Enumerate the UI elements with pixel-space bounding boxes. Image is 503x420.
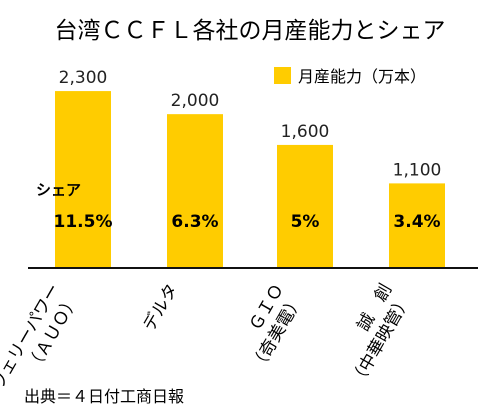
value-label-4: 1,100: [393, 160, 442, 180]
category-label-2: デルタ: [139, 280, 183, 335]
share-value-2: 6.3%: [171, 212, 218, 232]
share-value-1: 11.5%: [54, 212, 113, 232]
category-label-line: デルタ: [139, 280, 183, 335]
bar-3: [277, 144, 333, 268]
share-row-label: シェア: [36, 181, 81, 199]
value-label-3: 1,600: [281, 122, 330, 142]
share-value-3: 5%: [291, 212, 320, 232]
source-note: 出典＝４日付工商日報: [24, 387, 184, 406]
value-label-2: 2,000: [171, 91, 220, 111]
category-label-3: ＧＩＯ（奇美電）: [246, 281, 308, 376]
legend-label: 月産能力（万本）: [298, 67, 426, 86]
category-label-1: ウェリーパワー（ＡＵＯ）: [0, 281, 83, 394]
bars-group: 2,300 11.5% 2,000 6.3% 1,600 5% 1,100 3.4%: [54, 68, 445, 269]
value-label-1: 2,300: [59, 68, 108, 88]
bar-2: [167, 114, 223, 269]
legend-swatch: [274, 67, 291, 84]
share-value-4: 3.4%: [393, 212, 440, 232]
category-label-4: 誠 創（中華映管）: [347, 281, 415, 390]
bar-4: [389, 183, 445, 268]
bar-1: [55, 91, 111, 268]
chart-title: 台湾ＣＣＦＬ各社の月産能力とシェア: [55, 18, 446, 44]
